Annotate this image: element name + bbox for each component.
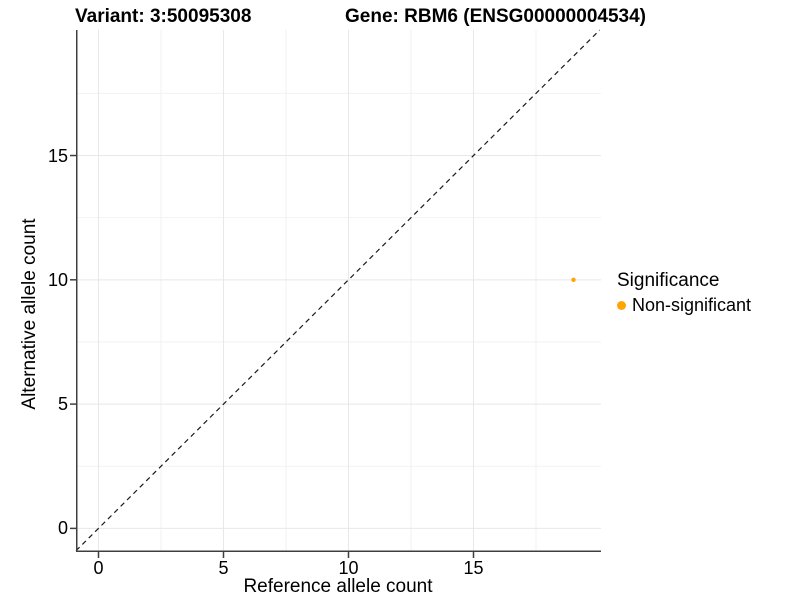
y-tick-label: 10 xyxy=(47,269,68,290)
y-tick-label: 0 xyxy=(57,518,68,539)
x-tick-label: 15 xyxy=(463,558,484,578)
gene-title: Gene: RBM6 (ENSG00000004534) xyxy=(345,6,646,27)
legend-point-icon xyxy=(617,301,626,310)
y-tick-label: 15 xyxy=(47,145,68,166)
plot-canvas xyxy=(70,29,601,558)
x-tick-label: 5 xyxy=(218,558,229,578)
x-tick-label: 0 xyxy=(93,558,104,578)
y-tick-label: 5 xyxy=(57,394,68,415)
identity-dashed-line xyxy=(75,29,601,552)
legend-item: Non-significant xyxy=(617,295,751,316)
data-point xyxy=(571,277,576,283)
legend-item-label: Non-significant xyxy=(632,295,752,315)
x-tick-label: 10 xyxy=(338,558,359,578)
legend-title: Significance xyxy=(617,270,720,291)
variant-title: Variant: 3:50095308 xyxy=(75,6,252,27)
y-axis-title: Alternative allele count xyxy=(19,218,40,410)
x-axis-title: Reference allele count xyxy=(243,576,433,597)
plot-panel xyxy=(70,29,601,558)
legend: Significance Non-significant xyxy=(617,269,751,316)
